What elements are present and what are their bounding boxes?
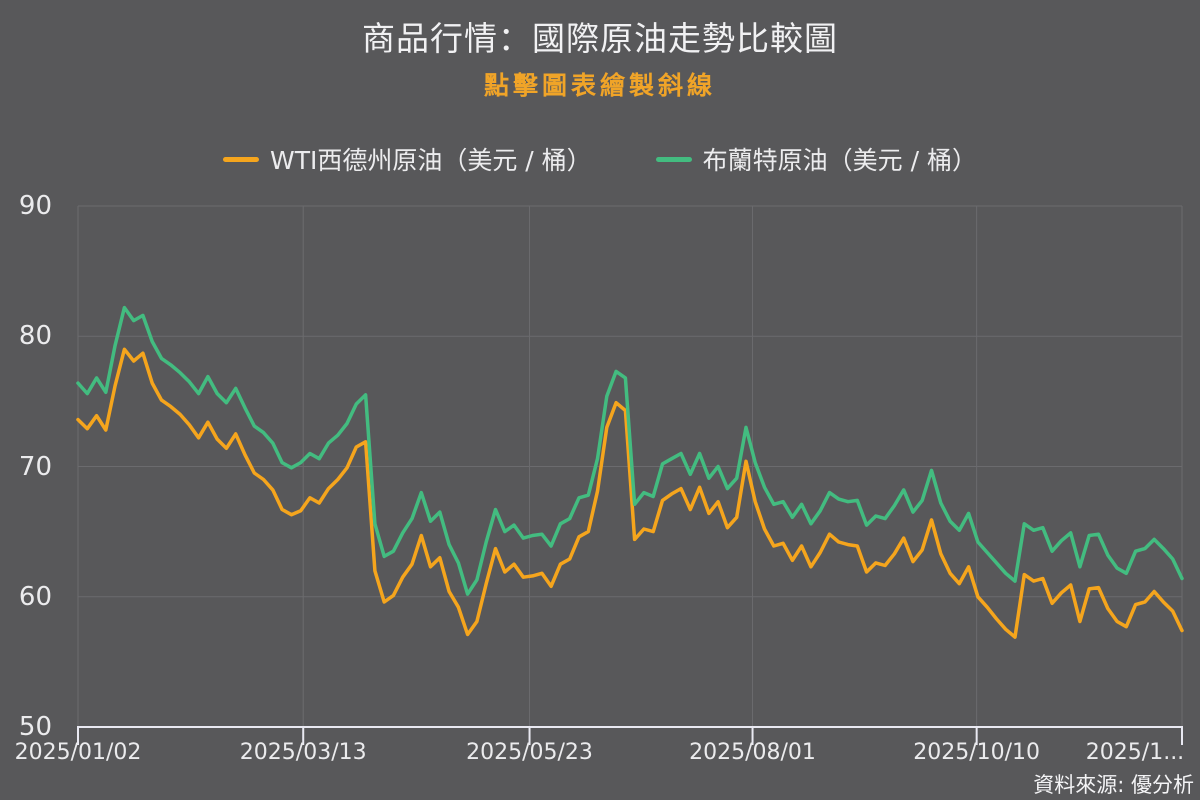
x-axis-label: 2025/1... [1085, 740, 1185, 765]
x-axis-label: 2025/03/13 [239, 740, 367, 765]
y-axis-label: 80 [18, 321, 52, 352]
legend-item-wti[interactable]: WTI西德州原油（美元 / 桶） [222, 141, 592, 177]
wti-line-swatch-icon [222, 156, 259, 162]
data-source-note: 資料來源: 優分析 [1033, 773, 1194, 797]
page-title: 商品行情：國際原油走勢比較圖 [362, 19, 838, 58]
y-axis-label: 60 [18, 581, 52, 612]
y-axis-label: 50 [18, 712, 52, 742]
chart-legend: WTI西德州原油（美元 / 桶） 布蘭特原油（美元 / 桶） [0, 141, 1200, 177]
x-axis-label: 2025/08/01 [689, 740, 816, 765]
y-axis-label: 90 [18, 191, 52, 221]
chart-hint-subtitle: 點擊圖表繪製斜線 [483, 71, 716, 100]
brent-line-swatch-icon [655, 156, 692, 162]
x-axis-label: 2025/05/23 [466, 740, 593, 765]
legend-label-wti: WTI西德州原油（美元 / 桶） [269, 146, 592, 175]
legend-label-brent: 布蘭特原油（美元 / 桶） [702, 146, 977, 175]
x-axis-label: 2025/10/10 [913, 740, 1041, 765]
y-axis-label: 70 [18, 451, 52, 482]
legend-item-brent[interactable]: 布蘭特原油（美元 / 桶） [655, 141, 977, 177]
brent-price-line[interactable] [76, 305, 1184, 596]
x-axis-label: 2025/01/02 [14, 740, 142, 765]
wti-price-line[interactable] [76, 347, 1184, 639]
